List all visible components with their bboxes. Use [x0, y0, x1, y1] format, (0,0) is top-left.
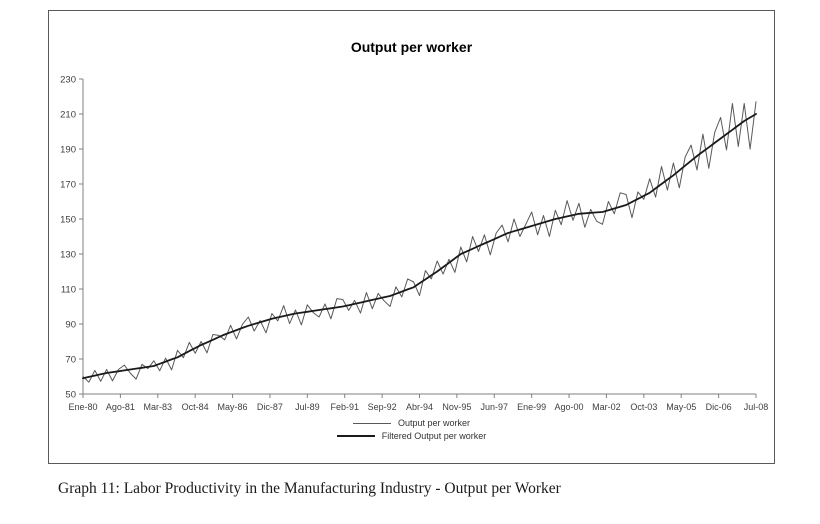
- x-tick-label: Mar-83: [144, 402, 173, 412]
- y-tick-label: 210: [60, 110, 76, 121]
- y-tick-label: 190: [60, 145, 76, 156]
- figure-caption: Graph 11: Labor Productivity in the Manu…: [58, 480, 561, 497]
- x-tick-label: Feb-91: [330, 402, 359, 412]
- x-tick-label: Oct-03: [630, 402, 657, 412]
- y-tick-label: 110: [61, 285, 76, 296]
- x-tick-label: Ene-99: [517, 402, 546, 412]
- y-tick-label: 230: [60, 75, 76, 86]
- legend-item-filtered: Filtered Output per worker: [49, 431, 774, 441]
- chart-canvas: 50 70 90 110 130 150 170 190 210 230 Ene-80 Ago-81 M…: [60, 75, 769, 413]
- y-tick-label: 130: [60, 250, 76, 261]
- x-tick-label: Nov-95: [442, 402, 471, 412]
- series-line-output-per-worker: [82, 101, 757, 383]
- x-tick-label: Sep-92: [368, 402, 397, 412]
- x-tick-label: Jul-89: [295, 402, 320, 412]
- y-tick-label: 150: [60, 215, 76, 226]
- y-tick-label: 70: [65, 355, 76, 366]
- x-tick-label: Dic-87: [257, 402, 283, 412]
- chart-figure: 50 70 90 110 130 150 170 190 210 230 Ene-80 Ago-81 M…: [48, 10, 775, 464]
- x-tick-label: Mar-02: [592, 402, 621, 412]
- legend-label-filtered: Filtered Output per worker: [381, 431, 487, 441]
- x-tick-label: Oct-84: [182, 402, 209, 412]
- x-tick-label: Jun-97: [481, 402, 509, 412]
- x-tick-label: May-86: [218, 402, 248, 412]
- series-line-filtered-output-per-worker: [82, 113, 757, 380]
- x-tick-label: Ago-81: [106, 402, 135, 412]
- chart-legend: Output per worker Filtered Output per wo…: [49, 415, 774, 444]
- x-tick-label: Jul-08: [744, 402, 769, 412]
- y-tick-label: 170: [60, 180, 76, 191]
- x-tick-label: May-05: [666, 402, 696, 412]
- legend-line-sample-output: [352, 422, 391, 424]
- legend-label-output: Output per worker: [397, 418, 471, 428]
- legend-line-sample-filtered: [336, 435, 375, 437]
- chart-title: Output per worker: [350, 39, 473, 55]
- x-tick-label: Ago-00: [555, 402, 584, 412]
- x-tick-label: Abr-94: [406, 402, 433, 412]
- legend-item-output: Output per worker: [49, 418, 774, 428]
- y-tick-label: 90: [65, 320, 76, 331]
- y-tick-label: 50: [65, 390, 76, 401]
- x-tick-label: Dic-06: [706, 402, 732, 412]
- x-tick-label: Ene-80: [68, 402, 97, 412]
